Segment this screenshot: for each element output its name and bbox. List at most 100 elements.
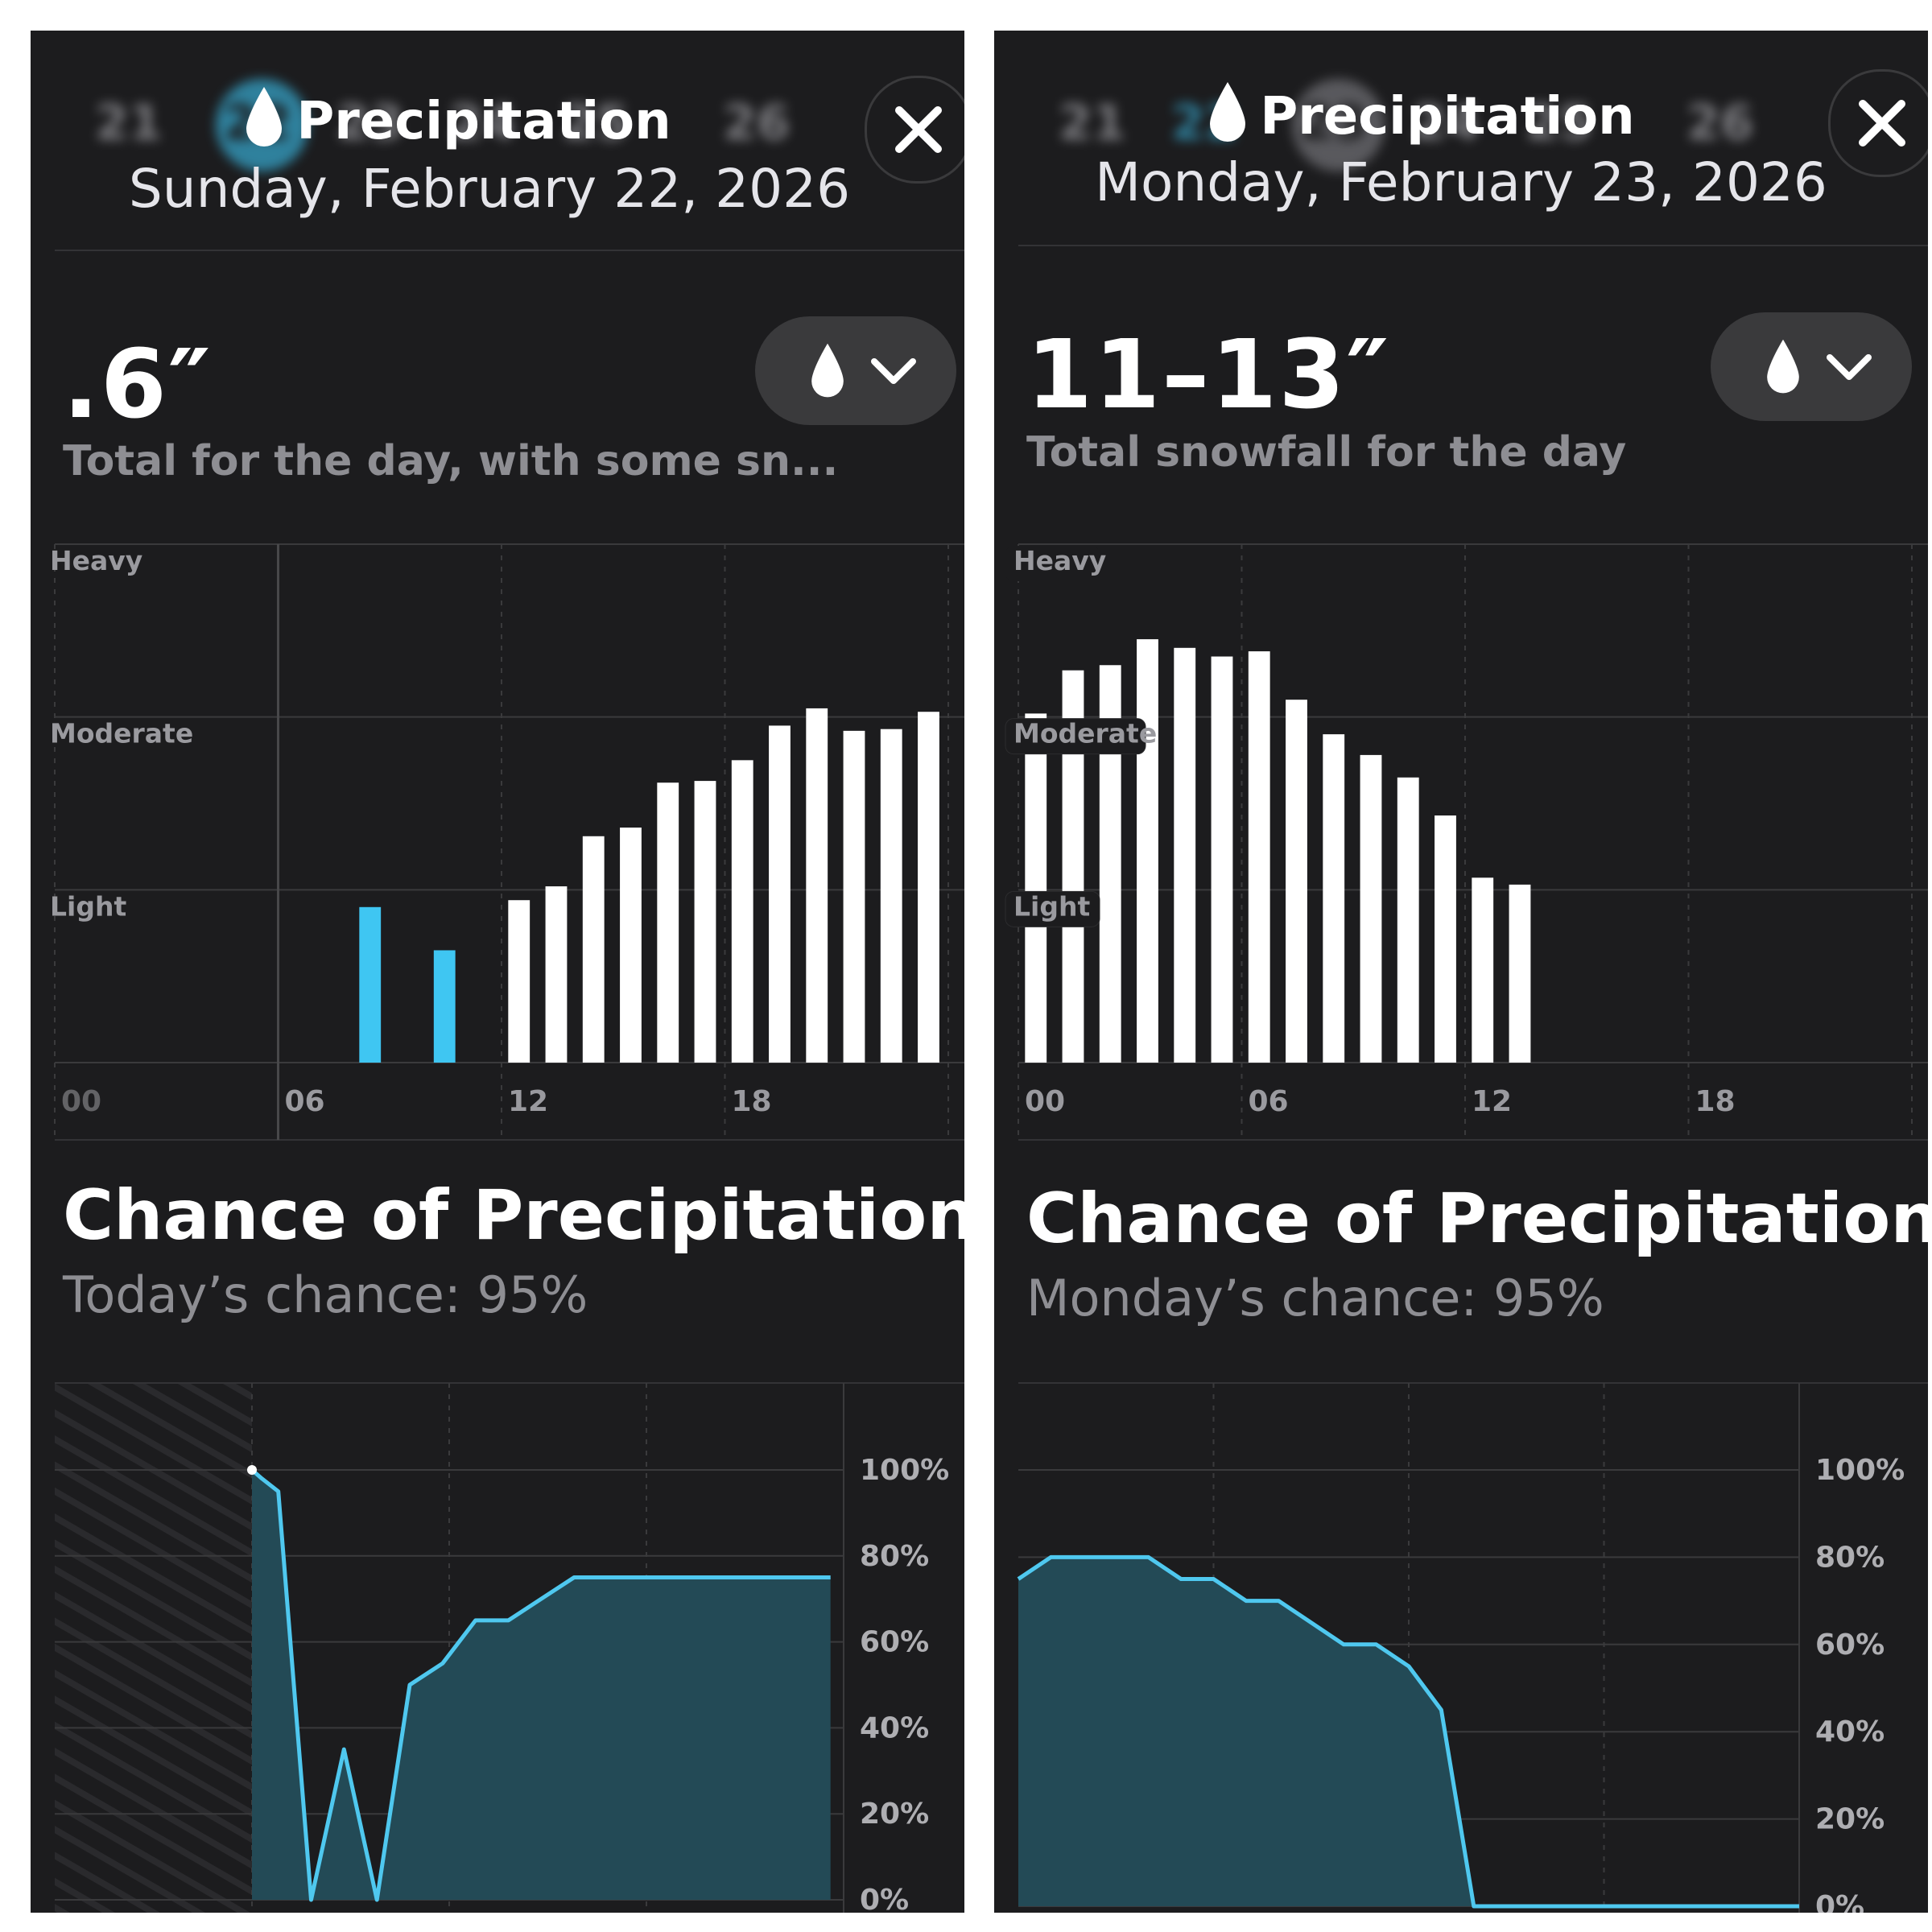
snow-bar bbox=[806, 708, 828, 1063]
y-tick-label: 0% bbox=[860, 1884, 909, 1913]
past-hours-hatch bbox=[55, 1383, 252, 1913]
precipitation-intensity-chart: Heavy Moderate Light 00 06 12 18 bbox=[1005, 543, 1928, 1141]
level-label: Moderate bbox=[50, 718, 193, 749]
chance-area-fill bbox=[252, 1470, 831, 1900]
x-tick-label: 18 bbox=[1695, 1085, 1736, 1118]
day-21[interactable]: 21 bbox=[1059, 95, 1126, 151]
modal-title-text: Precipitation bbox=[296, 92, 671, 151]
header-divider bbox=[1018, 245, 1928, 246]
total-amount: .6″ bbox=[63, 328, 213, 440]
level-label-bg bbox=[1005, 890, 1100, 927]
y-tick-label: 60% bbox=[1815, 1629, 1885, 1662]
modal-title: Precipitation bbox=[994, 80, 1928, 147]
day-24[interactable]: 24 bbox=[449, 95, 517, 151]
y-tick-label: 80% bbox=[860, 1540, 929, 1573]
raindrop-icon bbox=[1767, 339, 1799, 394]
precipitation-panel-monday: 21 22 23 24 25 26 Precipitation Monday, … bbox=[994, 31, 1928, 1913]
selected-day-highlight bbox=[1292, 79, 1385, 171]
x-tick-label: 00 bbox=[61, 1085, 101, 1118]
rain-bar bbox=[359, 906, 382, 1063]
snow-bar bbox=[1137, 639, 1158, 1063]
y-tick-label: 40% bbox=[1815, 1715, 1885, 1748]
chance-subtitle: Today’s chance: 95% bbox=[63, 1265, 588, 1324]
raindrop-icon bbox=[811, 343, 844, 398]
close-icon bbox=[895, 106, 942, 153]
snow-bar bbox=[1025, 713, 1047, 1063]
day-21[interactable]: 21 bbox=[95, 95, 163, 151]
day-26[interactable]: 26 bbox=[1686, 95, 1754, 151]
chance-of-precipitation-chart: 100% 80% 60% 40% 20% 0% bbox=[1017, 1382, 1928, 1913]
close-button[interactable] bbox=[1828, 69, 1928, 177]
chance-line bbox=[1017, 1554, 1799, 1909]
chance-area-fill bbox=[1018, 1557, 1799, 1906]
snow-bar bbox=[1323, 734, 1345, 1063]
snow-bar bbox=[843, 730, 865, 1063]
y-tick-label: 60% bbox=[860, 1626, 929, 1659]
modal-title-text: Precipitation bbox=[1260, 87, 1635, 147]
x-tick-label: 12 bbox=[508, 1085, 548, 1118]
modal-title: Precipitation bbox=[31, 85, 964, 151]
y-tick-label: 20% bbox=[1815, 1803, 1885, 1836]
precip-type-dropdown[interactable] bbox=[755, 316, 956, 425]
day-24[interactable]: 24 bbox=[1413, 95, 1480, 151]
y-tick-label: 80% bbox=[1815, 1541, 1885, 1574]
chance-of-precipitation-chart: 100% 80% 60% 40% 20% 0% bbox=[55, 1382, 964, 1913]
x-tick-label: 00 bbox=[1025, 1085, 1065, 1118]
day-strip[interactable]: 21 22 23 24 25 26 bbox=[1026, 79, 1896, 171]
y-tick-label: 20% bbox=[860, 1798, 929, 1831]
raindrop-icon bbox=[246, 87, 283, 147]
y-tick-label: 40% bbox=[860, 1711, 929, 1744]
snow-bar bbox=[1174, 647, 1196, 1063]
x-tick-label: 12 bbox=[1472, 1085, 1512, 1118]
day-26[interactable]: 26 bbox=[723, 95, 791, 151]
level-label: Heavy bbox=[50, 545, 142, 576]
x-tick-label: 18 bbox=[732, 1085, 772, 1118]
total-amount: 11–13″ bbox=[1026, 319, 1391, 430]
y-tick-label: 0% bbox=[1815, 1890, 1864, 1913]
snow-bar bbox=[1435, 815, 1456, 1063]
precip-type-dropdown[interactable] bbox=[1711, 312, 1912, 421]
level-label: Light bbox=[50, 890, 126, 922]
day-23[interactable]: 23 bbox=[1300, 95, 1368, 151]
snow-bar bbox=[880, 729, 902, 1063]
snow-bar bbox=[731, 760, 753, 1063]
chance-section-title: Chance of Precipitation bbox=[1026, 1179, 1928, 1259]
x-tick-label: 06 bbox=[1249, 1085, 1289, 1118]
precipitation-panel-sunday: 21 22 23 24 25 26 Precipitation Sunday, … bbox=[31, 31, 964, 1913]
day-25[interactable]: 25 bbox=[562, 95, 630, 151]
rain-bar bbox=[433, 950, 456, 1063]
total-subtitle: Total snowfall for the day bbox=[1026, 428, 1627, 477]
snow-bar bbox=[1360, 754, 1382, 1063]
selected-date: Monday, February 23, 2026 bbox=[1095, 151, 1827, 213]
snow-bar bbox=[582, 836, 605, 1063]
snow-bar bbox=[769, 725, 791, 1063]
snow-bar bbox=[1472, 877, 1494, 1063]
level-label-bg bbox=[1005, 546, 1100, 581]
snow-bar bbox=[620, 828, 642, 1063]
day-23[interactable]: 23 bbox=[336, 95, 404, 151]
y-tick-label: 100% bbox=[1815, 1454, 1905, 1487]
snow-bar bbox=[657, 782, 679, 1063]
snow-bar bbox=[1248, 651, 1270, 1063]
level-label: Light bbox=[1013, 890, 1090, 922]
snow-bar bbox=[1397, 777, 1419, 1063]
total-subtitle: Total for the day, with some sn... bbox=[63, 437, 839, 485]
snow-bar bbox=[694, 781, 716, 1063]
level-label-bg bbox=[1005, 718, 1146, 755]
snow-bar bbox=[545, 886, 568, 1063]
snow-bar bbox=[508, 900, 530, 1063]
level-label: Heavy bbox=[1013, 545, 1106, 576]
chance-subtitle: Monday’s chance: 95% bbox=[1026, 1269, 1604, 1327]
current-time-dot bbox=[247, 1465, 257, 1475]
y-tick-label: 100% bbox=[860, 1454, 949, 1487]
close-icon bbox=[1859, 100, 1905, 147]
snow-bar bbox=[1286, 700, 1307, 1063]
x-tick-label: 06 bbox=[285, 1085, 325, 1118]
snow-bar bbox=[1211, 656, 1233, 1063]
chevron-down-icon bbox=[1827, 354, 1872, 380]
day-25[interactable]: 25 bbox=[1525, 95, 1593, 151]
close-button[interactable] bbox=[865, 76, 964, 184]
level-label: Moderate bbox=[1013, 718, 1157, 749]
snow-bar bbox=[1509, 884, 1531, 1063]
chance-section-title: Chance of Precipitation bbox=[63, 1175, 964, 1256]
